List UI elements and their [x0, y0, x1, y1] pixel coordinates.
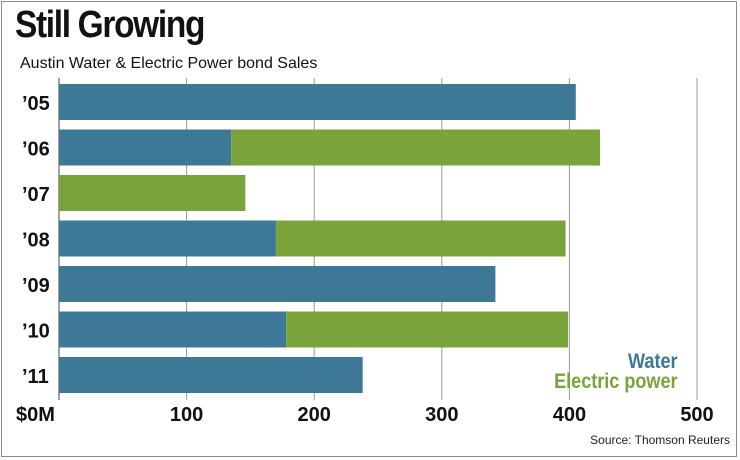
bar-electric-power-5: [286, 311, 569, 348]
x-tick-label-0: $0M: [16, 404, 55, 426]
bar-water-6: [59, 357, 363, 393]
legend-electric-power: Electric power: [554, 370, 678, 393]
category-label-2: ’07: [22, 184, 50, 206]
category-label-1: ’06: [22, 139, 50, 161]
category-label-0: ’05: [22, 93, 50, 115]
legend-water: Water: [628, 350, 678, 373]
bar-water-4: [59, 266, 496, 302]
x-tick-label-3: 300: [425, 404, 458, 426]
bar-water-5: [59, 311, 287, 348]
bar-water-3: [59, 220, 276, 257]
category-label-5: ’10: [22, 321, 50, 343]
x-tick-label-4: 400: [553, 404, 586, 426]
category-label-6: ’11: [22, 366, 49, 388]
x-tick-label-2: 200: [298, 404, 331, 426]
category-labels: ’05 ’06 ’07 ’08 ’09 ’10 ’11: [22, 93, 50, 388]
chart-title: Still Growing: [15, 4, 205, 46]
category-label-3: ’08: [22, 230, 50, 252]
bar-water-1: [59, 129, 232, 166]
category-label-4: ’09: [22, 275, 50, 297]
bar-electric-power-2: [59, 175, 246, 211]
source-note: Source: Thomson Reuters: [590, 433, 730, 447]
bar-water-0: [59, 84, 576, 120]
x-tick-label-5: 500: [680, 404, 713, 426]
x-tick-labels: $0M 100 200 300 400 500: [16, 404, 714, 426]
bar-electric-power-3: [275, 220, 566, 257]
chart-subtitle: Austin Water & Electric Power bond Sales: [20, 55, 318, 72]
bar-electric-power-1: [231, 129, 601, 166]
x-tick-label-1: 100: [170, 404, 203, 426]
bars: [59, 84, 601, 393]
